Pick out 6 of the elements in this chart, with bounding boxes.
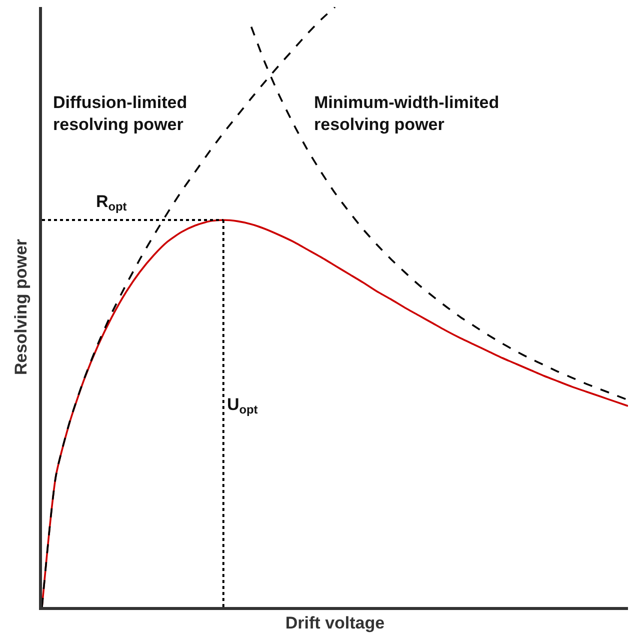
y-axis-title: Resolving power [12,238,31,376]
annotation: U$_{opt}$ [227,395,258,417]
annotation: Diffusion-limited resolving power [53,93,188,134]
x-axis-title: Drift voltage [285,613,385,632]
annotation: Minimum-width-limited resolving power [314,93,500,134]
ref-line-label: R$_{opt}$ [96,192,127,214]
